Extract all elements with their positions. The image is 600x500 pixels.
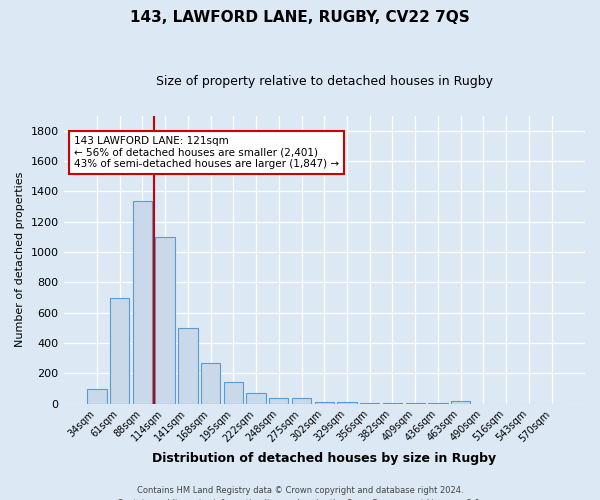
Text: Contains public sector information licensed under the Open Government Licence v3: Contains public sector information licen… [118, 498, 482, 500]
Bar [337, 402, 356, 404]
Bar [406, 403, 425, 404]
Bar [428, 403, 448, 404]
Bar [383, 403, 402, 404]
Bar [224, 382, 243, 404]
Text: Contains HM Land Registry data © Crown copyright and database right 2024.: Contains HM Land Registry data © Crown c… [137, 486, 463, 495]
Bar [110, 298, 130, 404]
Bar [292, 398, 311, 404]
Bar [133, 200, 152, 404]
Bar [201, 363, 220, 404]
Bar [269, 398, 289, 404]
Bar [155, 237, 175, 404]
Text: 143 LAWFORD LANE: 121sqm
← 56% of detached houses are smaller (2,401)
43% of sem: 143 LAWFORD LANE: 121sqm ← 56% of detach… [74, 136, 339, 169]
Bar [178, 328, 197, 404]
Bar [247, 393, 266, 404]
Bar [314, 402, 334, 404]
Bar [360, 403, 379, 404]
Text: 143, LAWFORD LANE, RUGBY, CV22 7QS: 143, LAWFORD LANE, RUGBY, CV22 7QS [130, 10, 470, 25]
Title: Size of property relative to detached houses in Rugby: Size of property relative to detached ho… [156, 75, 493, 88]
X-axis label: Distribution of detached houses by size in Rugby: Distribution of detached houses by size … [152, 452, 496, 465]
Y-axis label: Number of detached properties: Number of detached properties [15, 172, 25, 348]
Bar [451, 401, 470, 404]
Bar [87, 388, 107, 404]
